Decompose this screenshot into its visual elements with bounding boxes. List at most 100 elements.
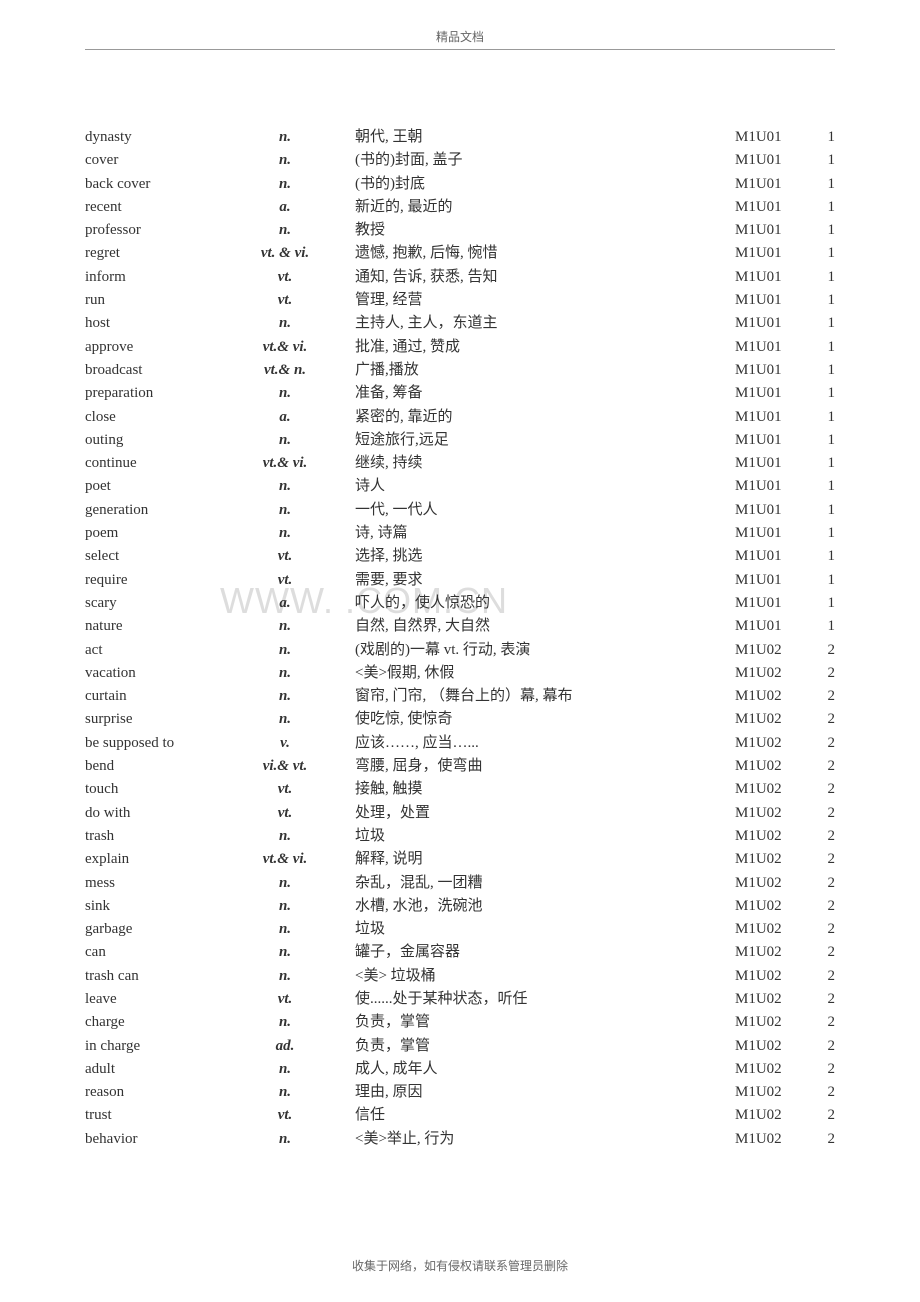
vocab-unit: M1U02 xyxy=(735,805,815,822)
vocab-word: sink xyxy=(85,898,240,915)
vocab-num: 2 xyxy=(815,1038,835,1055)
vocab-pos: vi.& vt. xyxy=(240,758,330,775)
vocab-row: actn. (戏剧的)一幕 vt. 行动, 表演M1U022 xyxy=(85,638,835,661)
vocab-num: 2 xyxy=(815,875,835,892)
vocab-row: in chargead. 负责，掌管M1U022 xyxy=(85,1034,835,1057)
vocab-num: 2 xyxy=(815,898,835,915)
vocab-definition: 解释, 说明 xyxy=(330,847,735,868)
vocab-row: dynastyn.朝代, 王朝M1U011 xyxy=(85,125,835,148)
vocab-row: hostn.主持人, 主人，东道主M1U011 xyxy=(85,311,835,334)
vocab-row: be supposed tov. 应该……, 应当…...M1U022 xyxy=(85,731,835,754)
vocab-word: close xyxy=(85,409,240,426)
vocab-num: 2 xyxy=(815,1061,835,1078)
vocab-unit: M1U02 xyxy=(735,1107,815,1124)
vocab-pos: vt. & vi. xyxy=(240,245,330,262)
vocab-definition: 应该……, 应当…... xyxy=(330,731,735,752)
vocab-row: professorn.教授M1U011 xyxy=(85,218,835,241)
vocab-pos: n. xyxy=(240,898,330,915)
vocab-unit: M1U02 xyxy=(735,898,815,915)
vocab-definition: 批准, 通过, 赞成 xyxy=(330,335,735,356)
vocab-pos: n. xyxy=(240,828,330,845)
vocab-definition: 继续, 持续 xyxy=(330,451,735,472)
vocab-row: sinkn. 水槽, 水池，洗碗池M1U022 xyxy=(85,894,835,917)
vocab-definition: 罐子，金属容器 xyxy=(330,940,735,961)
vocab-pos: n. xyxy=(240,968,330,985)
vocab-pos: vt. xyxy=(240,1107,330,1124)
vocab-num: 2 xyxy=(815,968,835,985)
vocab-word: touch xyxy=(85,781,240,798)
vocab-num: 2 xyxy=(815,991,835,1008)
vocab-definition: <美>举止, 行为 xyxy=(330,1127,735,1148)
vocab-word: cover xyxy=(85,152,240,169)
vocab-pos: n. xyxy=(240,921,330,938)
vocab-unit: M1U01 xyxy=(735,385,815,402)
vocab-definition: 使吃惊, 使惊奇 xyxy=(330,707,735,728)
vocab-row: cann. 罐子，金属容器M1U022 xyxy=(85,940,835,963)
vocab-num: 2 xyxy=(815,758,835,775)
header-text: 精品文档 xyxy=(436,30,484,44)
vocab-pos: n. xyxy=(240,176,330,193)
vocab-pos: vt. xyxy=(240,292,330,309)
vocab-num: 1 xyxy=(815,385,835,402)
vocab-definition: (戏剧的)一幕 vt. 行动, 表演 xyxy=(330,638,735,659)
vocab-num: 2 xyxy=(815,851,835,868)
vocab-definition: 接触, 触摸 xyxy=(330,777,735,798)
vocab-unit: M1U01 xyxy=(735,502,815,519)
vocab-definition: 窗帘, 门帘, （舞台上的）幕, 幕布 xyxy=(330,684,735,705)
vocab-word: poet xyxy=(85,478,240,495)
vocab-num: 2 xyxy=(815,711,835,728)
vocab-unit: M1U01 xyxy=(735,315,815,332)
vocab-unit: M1U01 xyxy=(735,548,815,565)
vocab-row: messn. 杂乱，混乱, 一团糟M1U022 xyxy=(85,871,835,894)
vocab-num: 1 xyxy=(815,269,835,286)
vocab-num: 2 xyxy=(815,921,835,938)
vocab-num: 1 xyxy=(815,292,835,309)
vocab-definition: 朝代, 王朝 xyxy=(330,125,735,146)
vocab-pos: vt. xyxy=(240,991,330,1008)
vocab-num: 1 xyxy=(815,595,835,612)
vocab-unit: M1U01 xyxy=(735,525,815,542)
vocab-definition: <美>假期, 休假 xyxy=(330,661,735,682)
vocab-word: trash can xyxy=(85,968,240,985)
vocab-row: broadcastvt.& n.广播,播放M1U011 xyxy=(85,358,835,381)
vocab-definition: 准备, 筹备 xyxy=(330,381,735,402)
vocab-unit: M1U01 xyxy=(735,478,815,495)
vocab-unit: M1U01 xyxy=(735,245,815,262)
vocab-definition: 新近的, 最近的 xyxy=(330,195,735,216)
vocab-pos: n. xyxy=(240,1061,330,1078)
vocab-unit: M1U01 xyxy=(735,152,815,169)
vocab-num: 1 xyxy=(815,129,835,146)
vocab-row: back covern.(书的)封底M1U011 xyxy=(85,172,835,195)
vocab-word: continue xyxy=(85,455,240,472)
vocab-num: 2 xyxy=(815,1014,835,1031)
vocab-pos: vt.& vi. xyxy=(240,851,330,868)
vocab-unit: M1U01 xyxy=(735,199,815,216)
vocab-word: charge xyxy=(85,1014,240,1031)
vocab-unit: M1U02 xyxy=(735,642,815,659)
vocab-num: 1 xyxy=(815,222,835,239)
vocab-definition: 诗人 xyxy=(330,474,735,495)
vocab-row: curtainn. 窗帘, 门帘, （舞台上的）幕, 幕布M1U022 xyxy=(85,684,835,707)
vocab-word: in charge xyxy=(85,1038,240,1055)
vocab-word: trust xyxy=(85,1107,240,1124)
vocab-num: 2 xyxy=(815,688,835,705)
vocab-row: trustvt. 信任M1U022 xyxy=(85,1103,835,1126)
vocab-word: nature xyxy=(85,618,240,635)
vocab-word: recent xyxy=(85,199,240,216)
vocab-definition: 需要, 要求 xyxy=(330,568,735,589)
vocab-row: continuevt.& vi.继续, 持续M1U011 xyxy=(85,451,835,474)
vocab-pos: ad. xyxy=(240,1038,330,1055)
vocab-pos: n. xyxy=(240,944,330,961)
vocab-pos: n. xyxy=(240,385,330,402)
vocab-definition: 一代, 一代人 xyxy=(330,498,735,519)
vocab-unit: M1U02 xyxy=(735,758,815,775)
vocab-word: outing xyxy=(85,432,240,449)
vocab-num: 1 xyxy=(815,618,835,635)
vocab-pos: n. xyxy=(240,665,330,682)
vocab-unit: M1U02 xyxy=(735,688,815,705)
vocab-num: 1 xyxy=(815,455,835,472)
vocab-num: 1 xyxy=(815,478,835,495)
vocab-definition: 负责，掌管 xyxy=(330,1010,735,1031)
vocab-pos: n. xyxy=(240,642,330,659)
vocab-row: requirevt.需要, 要求M1U011 xyxy=(85,568,835,591)
